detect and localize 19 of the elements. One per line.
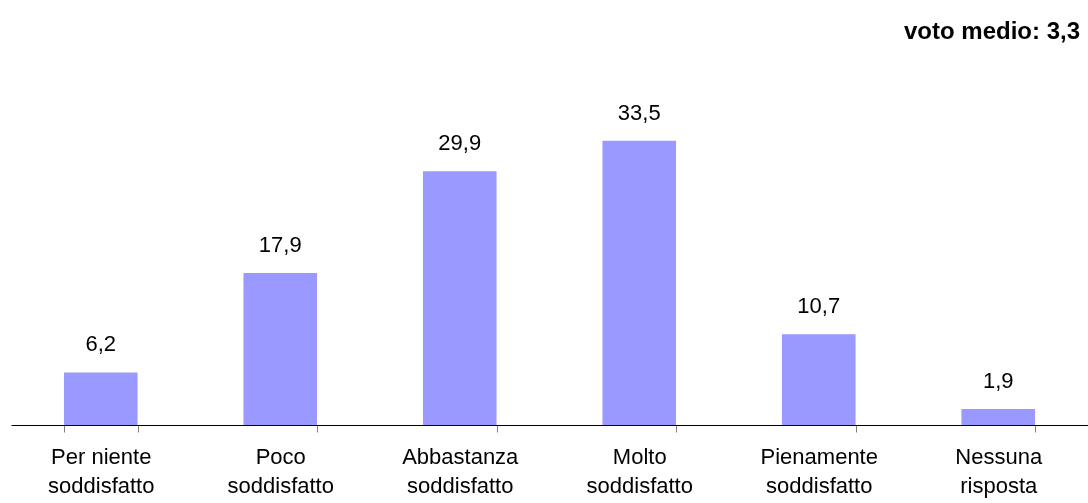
data-label: 6,2 [85,331,117,357]
bar [781,334,856,425]
bar [961,408,1036,425]
x-tick-label: Poco soddisfatto [227,443,334,498]
data-label: 1,9 [982,367,1014,393]
x-tick-label: Per niente soddisfatto [48,443,155,498]
bar [422,171,497,425]
bar [63,372,138,425]
data-label: 33,5 [617,99,661,125]
bar [602,140,677,425]
data-label: 17,9 [258,232,302,258]
data-label: 10,7 [797,293,841,319]
x-tick-label: Nessuna risposta [955,443,1043,498]
bar [243,273,318,425]
text: voto medio: 3,3 [903,17,1080,44]
x-tick-label: Pienamente soddisfatto [760,443,878,498]
data-label: 29,9 [438,130,482,156]
x-tick-label: Abbastanza soddisfatto [402,443,520,498]
x-tick-label: Molto soddisfatto [586,443,693,498]
